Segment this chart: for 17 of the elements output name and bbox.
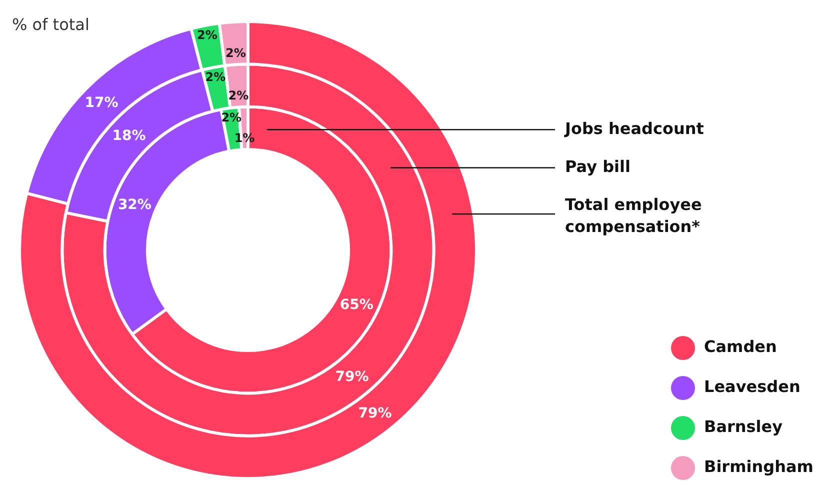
- data-label: 2%: [225, 46, 246, 60]
- slice-label: Jobs headcount: [564, 118, 704, 138]
- legend-label: Camden: [704, 337, 777, 356]
- legend-label: Barnsley: [704, 417, 784, 436]
- data-label: 18%: [112, 128, 146, 144]
- data-label: 79%: [358, 405, 392, 422]
- legend-label: Birmingham: [704, 457, 814, 476]
- data-label: 79%: [335, 369, 369, 386]
- data-label: 2%: [228, 88, 249, 103]
- slice-label: Total employee compensation*: [565, 195, 702, 236]
- data-label: 17%: [84, 95, 118, 112]
- data-label: 2%: [196, 28, 218, 42]
- slice-label: Pay bill: [565, 156, 631, 176]
- data-label: 65%: [340, 296, 374, 313]
- data-label: 32%: [118, 196, 152, 213]
- chart-title: % of total: [12, 15, 90, 34]
- legend-label: Leavesden: [704, 377, 800, 396]
